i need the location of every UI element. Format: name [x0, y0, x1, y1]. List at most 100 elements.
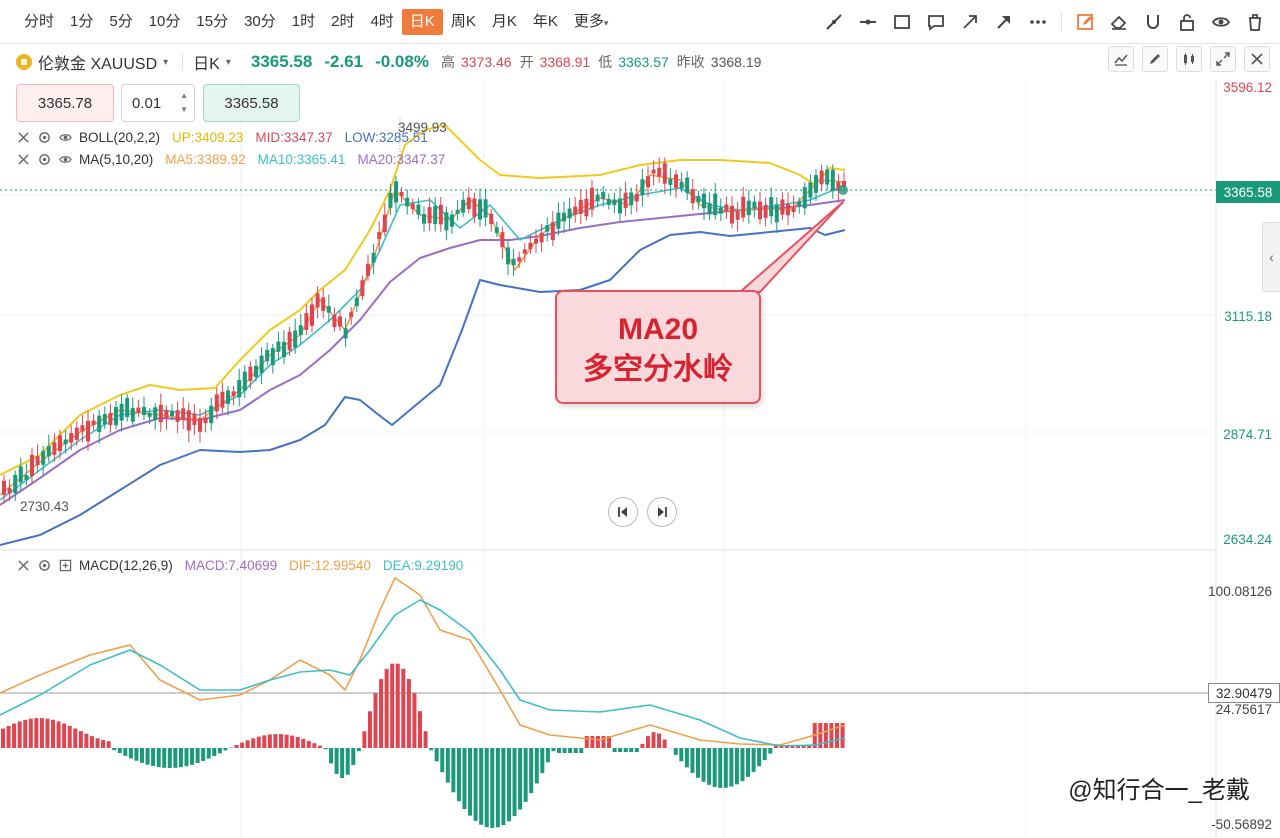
macd-histogram-bar	[206, 748, 211, 759]
symbol-info-bar: 伦敦金 XAUUSD ▾ 日K ▾ 3365.58 -2.61 -0.08% 高…	[0, 46, 1280, 78]
caret-down-icon[interactable]: ▾	[225, 56, 231, 68]
arrow-fill-icon[interactable]	[987, 5, 1021, 39]
close-icon[interactable]	[16, 558, 30, 572]
draw-icon[interactable]	[1142, 46, 1168, 72]
comment-icon[interactable]	[919, 5, 953, 39]
lock-icon[interactable]	[1170, 5, 1204, 39]
symbol-name[interactable]: 伦敦金 XAUUSD	[38, 56, 158, 73]
period-tab-10m[interactable]: 10分	[148, 12, 181, 30]
candle-body	[539, 233, 544, 243]
expand-icon[interactable]	[58, 558, 72, 572]
close-icon[interactable]	[16, 130, 30, 144]
macd-histogram-bar	[39, 718, 44, 748]
price-change-percent: -0.08%	[375, 52, 429, 71]
scroll-left-button[interactable]	[608, 497, 638, 527]
period-tab-monthly[interactable]: 月K	[491, 12, 517, 30]
macd-histogram-bar	[618, 748, 623, 752]
candle-body	[741, 196, 746, 218]
macd-histogram-bar	[484, 748, 489, 828]
magnet-icon[interactable]	[1136, 5, 1170, 39]
candle-body	[410, 203, 415, 210]
boll-name: BOLL(20,2,2)	[79, 129, 161, 145]
settings-icon[interactable]	[37, 558, 51, 572]
period-tab-2h[interactable]: 2时	[331, 12, 355, 30]
more-dots-icon[interactable]	[1021, 5, 1055, 39]
line-tool-icon[interactable]	[817, 5, 851, 39]
trash-icon[interactable]	[1238, 5, 1272, 39]
candle-body	[545, 225, 550, 232]
ma20-value: MA20:3347.37	[357, 151, 446, 167]
boll-legend: BOLL(20,2,2) UP:3409.23 MID:3347.37 LOW:…	[16, 127, 440, 147]
sell-price-button[interactable]: 3365.78	[16, 84, 114, 122]
candle-body	[338, 316, 342, 327]
caret-down-icon[interactable]: ▾	[163, 56, 169, 68]
macd-histogram-bar	[746, 748, 751, 777]
settings-icon[interactable]	[37, 130, 51, 144]
macd-histogram-bar	[840, 723, 845, 748]
fullscreen-icon[interactable]	[1210, 46, 1236, 72]
eraser-icon[interactable]	[1102, 5, 1136, 39]
boll-mid-value: MID:3347.37	[255, 129, 333, 145]
candle-body	[158, 404, 163, 423]
buy-price-button[interactable]: 3365.58	[203, 84, 300, 122]
chart-controls	[1102, 46, 1270, 72]
arrow-icon[interactable]	[953, 5, 987, 39]
macd-histogram-bar	[462, 748, 467, 809]
macd-histogram-bar	[673, 748, 678, 755]
macd-histogram-bar	[201, 748, 206, 761]
horizontal-line-icon[interactable]	[851, 5, 885, 39]
period-selector[interactable]: 日K	[193, 56, 220, 73]
annotation-line1: MA20	[617, 313, 699, 346]
annotation-callout[interactable]: MA20 多空分水岭	[555, 290, 761, 404]
quantity-stepper[interactable]: 0.01 ▲ ▼	[121, 84, 195, 122]
macd-histogram-bar	[768, 748, 773, 754]
scroll-right-button[interactable]	[647, 497, 677, 527]
candle-body	[41, 450, 46, 465]
period-tab-5m[interactable]: 5分	[109, 12, 133, 30]
period-tab-1h[interactable]: 1时	[291, 12, 316, 30]
macd-histogram-bar	[523, 748, 528, 802]
candle-body	[612, 199, 617, 206]
candle-body	[388, 192, 393, 208]
candle-body	[472, 198, 477, 217]
period-tab-more[interactable]: 更多▾	[566, 9, 617, 35]
macd-histogram-bar	[612, 748, 617, 752]
boll-upper-line	[0, 124, 846, 476]
stepper-arrows-icon[interactable]: ▲ ▼	[180, 91, 188, 114]
period-tab-daily[interactable]: 日K	[401, 8, 443, 35]
eye-icon[interactable]	[1204, 5, 1238, 39]
period-tab-30m[interactable]: 30分	[244, 12, 276, 30]
edit-icon[interactable]	[1068, 5, 1102, 39]
eye-icon[interactable]	[58, 152, 72, 166]
candle-body	[203, 417, 208, 424]
period-tab-分时[interactable]: 分时	[24, 12, 55, 30]
candle-type-icon[interactable]	[1176, 46, 1202, 72]
macd-histogram-bar	[529, 748, 534, 794]
period-tab-yearly[interactable]: 年K	[532, 12, 558, 30]
close-icon[interactable]	[16, 152, 30, 166]
macd-histogram-bar	[217, 748, 222, 754]
period-tab-weekly[interactable]: 周K	[450, 12, 476, 30]
macd-histogram-bar	[434, 748, 439, 762]
close-icon[interactable]	[1244, 46, 1270, 72]
macd-histogram-bar	[145, 748, 150, 765]
eye-icon[interactable]	[58, 130, 72, 144]
indicator-icon[interactable]	[1108, 46, 1134, 72]
macd-histogram-bar	[62, 723, 67, 748]
macd-histogram-bar	[162, 748, 167, 768]
dif-line	[0, 577, 846, 746]
period-tab-15m[interactable]: 15分	[196, 12, 229, 30]
macd-histogram-bar	[490, 748, 495, 828]
rectangle-icon[interactable]	[885, 5, 919, 39]
settings-icon[interactable]	[37, 152, 51, 166]
period-tab-4h[interactable]: 4时	[370, 12, 394, 30]
macd-histogram-bar	[395, 663, 400, 748]
macd-histogram-bar	[440, 748, 445, 773]
macd-histogram-bar	[607, 736, 612, 748]
candle-body	[522, 249, 527, 254]
prev-close-value: 3368.19	[710, 54, 762, 70]
side-panel-toggle[interactable]: ‹	[1262, 222, 1280, 292]
more-label: 更多	[573, 12, 604, 30]
period-tab-1m[interactable]: 1分	[70, 12, 94, 30]
